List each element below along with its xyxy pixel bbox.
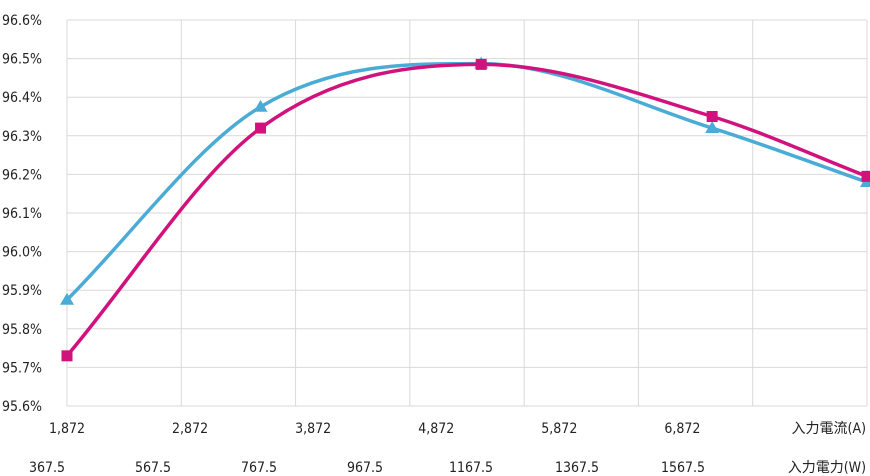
square-marker (475, 58, 487, 70)
y-tick-label: 95.7% (2, 360, 42, 376)
x-tick-power: 1367.5 (555, 460, 599, 476)
series-layer (60, 56, 870, 362)
y-tick-label: 96.6% (2, 13, 42, 29)
y-tick-label: 96.3% (2, 129, 42, 145)
x-axis-power-label: 入力電力(W) (788, 460, 866, 476)
triangle-marker (705, 121, 720, 133)
x-tick-power: 1167.5 (449, 460, 493, 476)
x-axis-power-ticks: 367.5 567.5 767.5 967.5 1167.5 1367.5 1567.5 (29, 460, 705, 476)
x-tick-current: 1,872 (49, 421, 85, 437)
grid-lines (66, 19, 868, 407)
x-tick-current: 4,872 (418, 421, 454, 437)
x-tick-current: 5,872 (541, 421, 577, 437)
y-tick-label: 96.2% (2, 167, 42, 183)
x-tick-power: 1567.5 (661, 460, 705, 476)
x-tick-current: 3,872 (295, 421, 331, 437)
x-tick-power: 767.5 (241, 460, 277, 476)
x-axis-current-ticks: 1,872 2,872 3,872 4,872 5,872 6,872 (49, 421, 700, 437)
triangle-marker (60, 292, 74, 305)
series-line (65, 62, 868, 357)
square-marker (255, 122, 267, 134)
triangle-marker (253, 99, 268, 112)
y-tick-label: 95.9% (2, 283, 42, 299)
series-line (65, 61, 868, 302)
x-axis-current-label: 入力電流(A) (792, 421, 866, 437)
square-marker (61, 350, 73, 362)
square-marker (861, 170, 870, 182)
x-tick-current: 6,872 (664, 421, 700, 437)
y-tick-label: 95.8% (2, 322, 42, 338)
x-tick-power: 967.5 (347, 460, 383, 476)
x-tick-power: 567.5 (135, 460, 171, 476)
series-2 (61, 58, 870, 362)
x-tick-power: 367.5 (29, 460, 65, 476)
y-tick-label: 96.1% (2, 206, 42, 222)
y-tick-label: 96.4% (2, 90, 42, 106)
x-tick-current: 2,872 (172, 421, 208, 437)
y-axis-ticks: 96.6% 96.5% 96.4% 96.3% 96.2% 96.1% 96.0% 95.9%… (2, 13, 42, 415)
square-marker (706, 111, 718, 122)
y-tick-label: 96.5% (2, 52, 42, 68)
y-tick-label: 95.6% (2, 399, 42, 415)
y-tick-label: 96.0% (2, 245, 42, 261)
